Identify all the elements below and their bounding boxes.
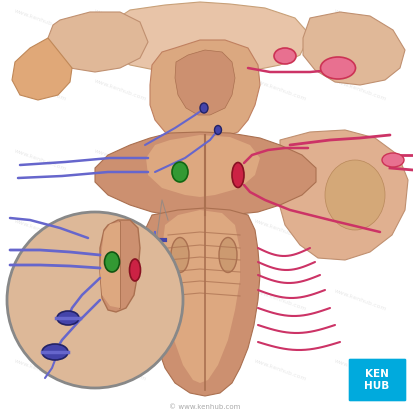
Text: www.kenhub.com: www.kenhub.com xyxy=(333,78,387,102)
Ellipse shape xyxy=(274,48,296,64)
Ellipse shape xyxy=(232,162,244,188)
Polygon shape xyxy=(303,12,405,85)
Circle shape xyxy=(101,331,109,339)
Ellipse shape xyxy=(57,311,79,325)
Circle shape xyxy=(86,286,94,294)
Text: www.kenhub.com: www.kenhub.com xyxy=(93,78,147,102)
Circle shape xyxy=(101,248,109,256)
Circle shape xyxy=(7,212,183,388)
Text: www.kenhub.com: www.kenhub.com xyxy=(93,218,147,242)
Ellipse shape xyxy=(42,344,68,360)
Text: www.kenhub.com: www.kenhub.com xyxy=(253,78,307,102)
Circle shape xyxy=(86,234,94,242)
Polygon shape xyxy=(95,132,316,217)
Circle shape xyxy=(101,272,109,280)
Text: www.kenhub.com: www.kenhub.com xyxy=(13,148,67,172)
Text: www.kenhub.com: www.kenhub.com xyxy=(173,288,227,312)
Text: www.kenhub.com: www.kenhub.com xyxy=(173,78,227,102)
Ellipse shape xyxy=(325,160,385,230)
Polygon shape xyxy=(48,12,148,72)
Text: www.kenhub.com: www.kenhub.com xyxy=(13,288,67,312)
Ellipse shape xyxy=(382,153,404,167)
Text: www.kenhub.com: www.kenhub.com xyxy=(173,148,227,172)
Text: www.kenhub.com: www.kenhub.com xyxy=(173,8,227,32)
Text: www.kenhub.com: www.kenhub.com xyxy=(93,148,147,172)
Text: www.kenhub.com: www.kenhub.com xyxy=(93,288,147,312)
Text: www.kenhub.com: www.kenhub.com xyxy=(333,218,387,242)
Circle shape xyxy=(86,316,94,324)
Text: www.kenhub.com: www.kenhub.com xyxy=(333,358,387,382)
Polygon shape xyxy=(146,135,260,197)
Ellipse shape xyxy=(219,237,237,273)
Ellipse shape xyxy=(104,252,119,272)
Text: www.kenhub.com: www.kenhub.com xyxy=(13,358,67,382)
Ellipse shape xyxy=(320,57,356,79)
Text: www.kenhub.com: www.kenhub.com xyxy=(173,218,227,242)
Text: www.kenhub.com: www.kenhub.com xyxy=(333,288,387,312)
Text: www.kenhub.com: www.kenhub.com xyxy=(13,218,67,242)
FancyBboxPatch shape xyxy=(348,358,407,402)
Ellipse shape xyxy=(171,237,189,273)
Polygon shape xyxy=(142,208,260,396)
Text: www.kenhub.com: www.kenhub.com xyxy=(13,8,67,32)
Text: www.kenhub.com: www.kenhub.com xyxy=(333,8,387,32)
Text: www.kenhub.com: www.kenhub.com xyxy=(253,8,307,32)
Text: www.kenhub.com: www.kenhub.com xyxy=(253,358,307,382)
Text: www.kenhub.com: www.kenhub.com xyxy=(253,218,307,242)
Ellipse shape xyxy=(172,162,188,182)
Text: www.kenhub.com: www.kenhub.com xyxy=(173,358,227,382)
Ellipse shape xyxy=(214,126,221,135)
Text: KEN
HUB: KEN HUB xyxy=(364,369,389,391)
Text: www.kenhub.com: www.kenhub.com xyxy=(333,148,387,172)
Ellipse shape xyxy=(130,259,140,281)
Polygon shape xyxy=(100,220,140,312)
Text: www.kenhub.com: www.kenhub.com xyxy=(13,78,67,102)
Polygon shape xyxy=(100,222,120,308)
Text: © www.kenhub.com: © www.kenhub.com xyxy=(169,404,241,410)
Polygon shape xyxy=(175,50,235,115)
Polygon shape xyxy=(105,2,310,73)
Text: www.kenhub.com: www.kenhub.com xyxy=(93,8,147,32)
Text: www.kenhub.com: www.kenhub.com xyxy=(253,148,307,172)
Polygon shape xyxy=(278,130,408,260)
Polygon shape xyxy=(12,38,72,100)
Ellipse shape xyxy=(200,103,208,113)
Circle shape xyxy=(101,301,109,309)
Text: www.kenhub.com: www.kenhub.com xyxy=(93,358,147,382)
Circle shape xyxy=(86,260,94,268)
Text: www.kenhub.com: www.kenhub.com xyxy=(253,288,307,312)
Polygon shape xyxy=(162,210,240,383)
Polygon shape xyxy=(150,40,260,140)
